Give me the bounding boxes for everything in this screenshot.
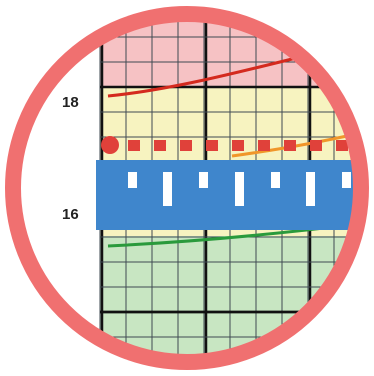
ruler-tick [128, 172, 137, 188]
ruler-ticks [128, 172, 351, 206]
reading-dash [310, 140, 322, 151]
ruler-tick [163, 172, 172, 206]
percentile-curve-red [107, 50, 321, 98]
reading-dashed-line [128, 140, 348, 151]
y-tick-label-16: 16 [62, 206, 79, 223]
reading-dash [154, 140, 166, 151]
y-tick-label-18: 18 [62, 94, 79, 111]
ruler-tick [306, 172, 315, 206]
ruler-tick [235, 172, 244, 206]
reading-marker[interactable] [101, 136, 119, 154]
reading-dash [258, 140, 270, 151]
reading-dash [128, 140, 140, 151]
ruler-bar[interactable] [96, 160, 374, 230]
ruler-tick [342, 172, 351, 188]
reading-dash [336, 140, 348, 151]
reading-dash [284, 140, 296, 151]
reading-dash [232, 140, 244, 151]
reading-dash [180, 140, 192, 151]
reading-dash [206, 140, 218, 151]
ruler-tick [199, 172, 208, 188]
ruler-tick [271, 172, 280, 188]
ruler-slider[interactable] [96, 160, 374, 230]
magnifier-ring [5, 6, 369, 370]
